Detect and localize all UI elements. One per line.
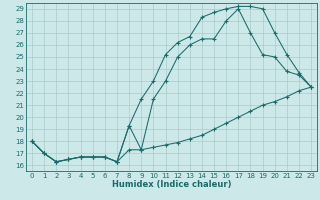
- X-axis label: Humidex (Indice chaleur): Humidex (Indice chaleur): [112, 180, 231, 189]
